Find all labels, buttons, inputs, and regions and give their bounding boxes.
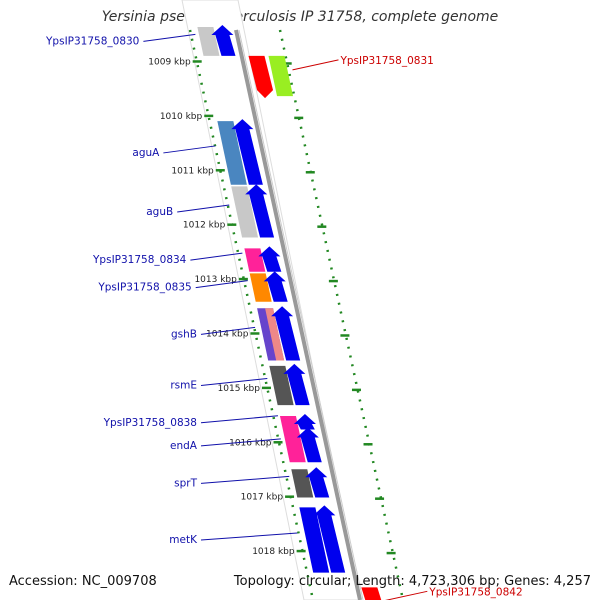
- scale-tick-label: 1017 kbp: [241, 493, 284, 503]
- gene-label-agua: aguA: [132, 147, 160, 159]
- gene-sprt: [291, 467, 330, 498]
- gene-labels: YpsIP31758_0830 YpsIP31758_0831 aguA aguB Yp…: [45, 33, 523, 600]
- gene-label-leader: [200, 532, 298, 541]
- backbone-shadow: [238, 29, 364, 600]
- gene-label-leader: [195, 280, 248, 289]
- gene-label-gshb: gshB: [171, 328, 197, 340]
- gene-ypsip31758-0835: [249, 271, 288, 302]
- gene-strand-arrow: [211, 25, 236, 56]
- gene-label-metk: metK: [169, 534, 198, 546]
- gene-block: [299, 507, 330, 573]
- gene-label-sprt: sprT: [174, 477, 197, 489]
- gene-block: [244, 248, 266, 272]
- scale-tick-label: 1013 kbp: [194, 275, 237, 285]
- gene-metk: [299, 505, 346, 573]
- gene-label-ypsip31758-0838: YpsIP31758_0838: [103, 417, 197, 429]
- gene-label-leader: [200, 475, 290, 484]
- gene-features: [197, 25, 382, 600]
- gene-label-ypsip31758-0830: YpsIP31758_0830: [45, 35, 139, 47]
- gene-label-leader: [200, 415, 278, 424]
- scale-tick-label: 1011 kbp: [171, 166, 214, 176]
- gene-block: [279, 415, 299, 430]
- gene-label-ypsip31758-0835: YpsIP31758_0835: [97, 282, 191, 294]
- gene-strand-arrow: [271, 306, 301, 361]
- gene-block: [231, 186, 259, 238]
- gene-block: [361, 587, 382, 600]
- gene-label-leader: [200, 326, 256, 335]
- gene-label-ypsip31758-0842: YpsIP31758_0842: [428, 586, 522, 598]
- scale-tick-label: 1018 kbp: [252, 547, 295, 557]
- gene-strand-arrow: [283, 363, 310, 406]
- gene-block-secondary: [265, 308, 285, 361]
- scale-tick-label: 1016 kbp: [229, 438, 272, 448]
- gene-label-rsme: rsmE: [170, 379, 197, 391]
- gene-enda: [282, 427, 322, 463]
- gene-block: [248, 55, 274, 99]
- gene-label-enda: endA: [170, 440, 198, 452]
- scale-tick-label: 1015 kbp: [218, 384, 261, 394]
- gene-rsme: [269, 363, 310, 406]
- gene-ypsip31758-0834: [244, 246, 282, 272]
- gene-agub: [231, 184, 275, 238]
- gene-ypsip31758-0838: [279, 413, 316, 430]
- gene-block: [269, 365, 294, 406]
- gene-strand-arrow: [296, 427, 322, 463]
- gene-strand-arrow: [258, 246, 282, 272]
- gene-label-leader: [200, 377, 268, 386]
- gene-strand-arrow: [305, 467, 330, 498]
- scale-tick-label: 1010 kbp: [160, 112, 203, 122]
- scale-tick-label: 1009 kbp: [148, 57, 191, 67]
- gene-label-leader: [143, 33, 196, 42]
- gene-label-leader: [385, 590, 428, 600]
- gene-block: [282, 429, 306, 463]
- scale-tick-label: 1014 kbp: [206, 329, 249, 339]
- gene-strand-arrow: [231, 119, 263, 185]
- gene-label-leader: [190, 252, 243, 261]
- accession-label: Accession: NC_009708: [9, 574, 157, 589]
- gene-ypsip31758-0842: [361, 587, 382, 600]
- scale-tick-label: 1012 kbp: [183, 221, 226, 231]
- gene-strand-arrow: [293, 413, 316, 430]
- gene-label-leader: [200, 438, 281, 447]
- gene-block-secondary: [268, 55, 294, 97]
- gene-label-leader: [163, 145, 216, 154]
- gene-label-leader: [177, 204, 230, 213]
- topology-label: Topology: circular; Length: 4,723,306 bp…: [233, 574, 591, 589]
- gene-label-leader: [292, 59, 339, 71]
- gene-block: [217, 121, 247, 185]
- gene-strand-arrow: [245, 184, 275, 238]
- gene-strand-arrow: [313, 505, 346, 573]
- gene-ypsip31758-0831: [248, 55, 294, 99]
- gene-strand-arrow: [263, 271, 288, 302]
- gene-label-agub: aguB: [146, 206, 173, 218]
- gene-label-ypsip31758-0834: YpsIP31758_0834: [92, 254, 187, 266]
- backbone-line: [234, 29, 362, 600]
- gene-label-ypsip31758-0831: YpsIP31758_0831: [339, 55, 433, 67]
- track-band: [181, 0, 405, 600]
- gene-ypsip31758-0830: [197, 25, 236, 56]
- gene-agua: [217, 119, 263, 185]
- gene-gshb: [257, 306, 301, 361]
- scale-ticks: 1009 kbp 1010 kbp 1011 kbp 1012 kbp 1013 kbp…: [148, 57, 396, 557]
